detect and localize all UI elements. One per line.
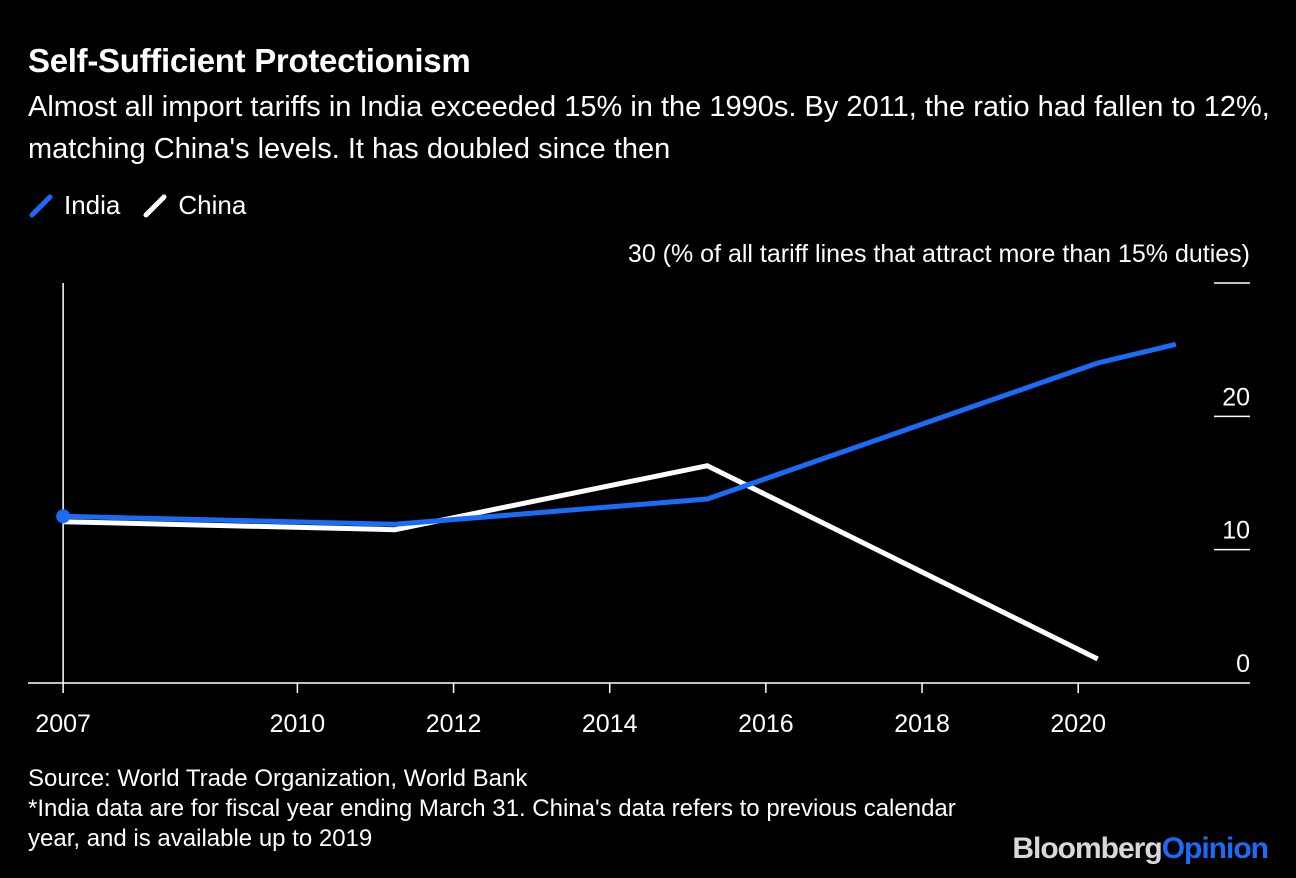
legend: India China [28,190,246,221]
legend-label-china: China [178,190,247,220]
legend-swatch-china [143,194,167,217]
series-start-dot-india [56,509,71,524]
series-line-china [63,463,1099,662]
y-tick-label: 20 [1222,383,1250,411]
footnote: *India data are for fiscal year ending M… [28,795,956,852]
brand-suffix: Opinion [1161,832,1269,865]
chart-title: Self-Sufficient Protectionism [28,42,471,79]
legend-item-china: China [142,190,246,221]
legend-item-india: India [28,190,120,221]
y-axis-label: 30 (% of all tariff lines that attract m… [628,240,1250,268]
legend-swatch-india [29,194,53,217]
y-tick-label: 0 [1236,650,1250,678]
source-note: Source: World Trade Organization, World … [28,765,528,792]
y-tick-label: 10 [1222,517,1250,545]
x-tick-label: 2010 [270,710,326,738]
x-tick-label: 2020 [1050,710,1106,738]
series-line-india [63,341,1177,527]
x-tick-label: 2012 [426,710,482,738]
chart-footer: Source: World Trade Organization, World … [28,764,988,854]
x-tick-label: 2018 [894,710,950,738]
x-tick-label: 2007 [35,710,91,738]
brand-name: Bloomberg [1012,832,1162,865]
chart-subtitle: Almost all import tariffs in India excee… [28,91,1270,165]
x-tick-label: 2016 [738,710,794,738]
x-tick-label: 2014 [582,710,638,738]
bloomberg-opinion-logo: BloombergOpinion [1012,832,1269,866]
legend-label-india: India [64,190,121,220]
